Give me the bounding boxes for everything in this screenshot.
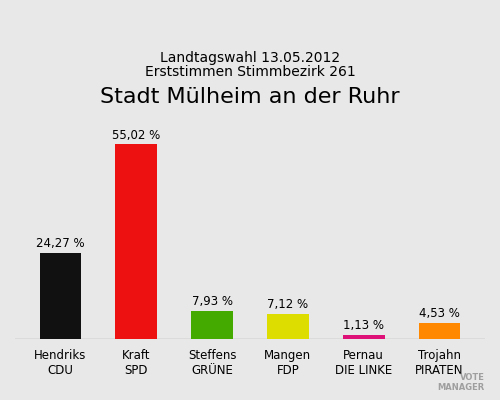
Bar xyxy=(343,335,384,339)
Bar xyxy=(40,253,82,339)
Bar xyxy=(418,323,461,339)
Bar xyxy=(267,314,309,339)
Bar xyxy=(116,144,157,339)
Text: 1,13 %: 1,13 % xyxy=(343,320,384,332)
Text: 7,12 %: 7,12 % xyxy=(268,298,308,311)
Text: 55,02 %: 55,02 % xyxy=(112,128,160,142)
Bar xyxy=(192,311,233,339)
Title: Stadt Mülheim an der Ruhr: Stadt Mülheim an der Ruhr xyxy=(100,87,400,107)
Text: 7,93 %: 7,93 % xyxy=(192,295,232,308)
Text: VOTE
MANAGER: VOTE MANAGER xyxy=(438,373,485,392)
Text: 24,27 %: 24,27 % xyxy=(36,238,85,250)
Text: 4,53 %: 4,53 % xyxy=(419,307,460,320)
Text: Landtagswahl 13.05.2012: Landtagswahl 13.05.2012 xyxy=(160,51,340,65)
Text: Erststimmen Stimmbezirk 261: Erststimmen Stimmbezirk 261 xyxy=(144,65,356,79)
